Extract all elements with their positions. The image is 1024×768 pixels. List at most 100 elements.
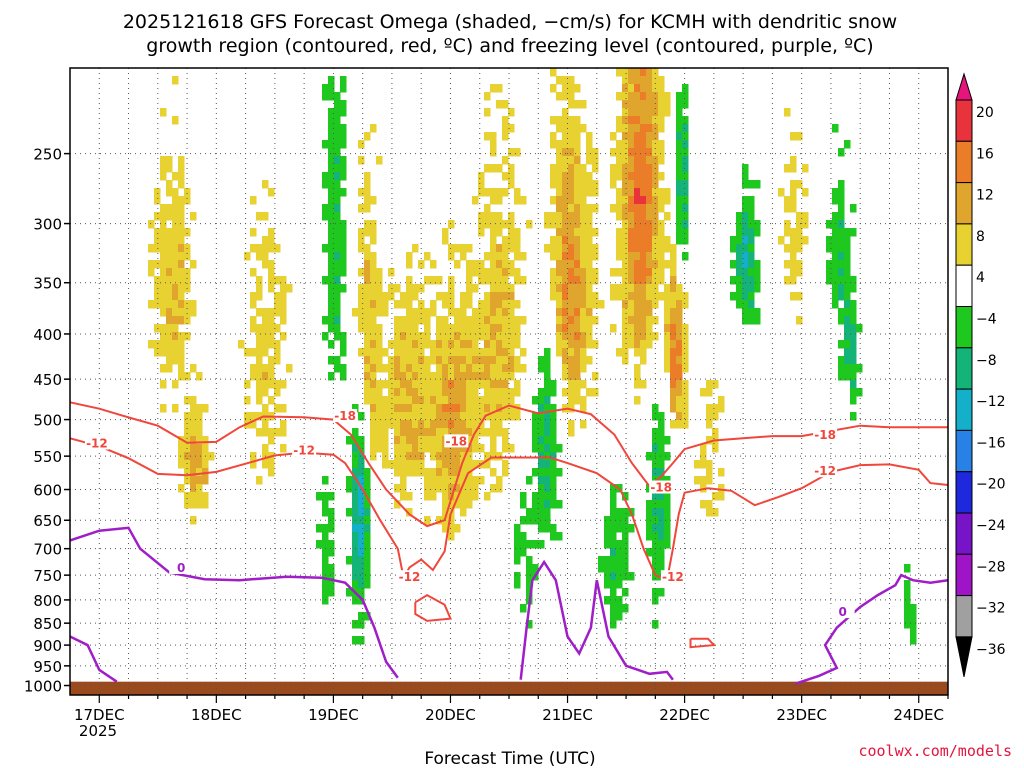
omega-cell: [508, 148, 515, 157]
omega-cell: [166, 204, 173, 213]
omega-cell: [178, 444, 185, 453]
omega-cell: [628, 68, 635, 77]
omega-cell: [448, 348, 455, 357]
omega-cell: [634, 260, 641, 269]
omega-cell: [250, 228, 257, 237]
omega-cell: [328, 252, 335, 261]
omega-cell: [460, 324, 467, 333]
omega-cell: [268, 244, 275, 253]
omega-cell: [568, 100, 575, 109]
omega-cell: [364, 332, 371, 341]
omega-cell: [466, 388, 473, 397]
omega-cell: [904, 620, 911, 629]
omega-cell: [328, 196, 335, 205]
omega-cell: [178, 348, 185, 357]
omega-cell: [664, 260, 671, 269]
omega-cell: [430, 356, 437, 365]
colorbar-label: 16: [976, 146, 994, 162]
omega-cell: [586, 148, 593, 157]
omega-cell: [742, 212, 749, 221]
omega-cell: [640, 100, 647, 109]
omega-cell: [400, 332, 407, 341]
omega-cell: [448, 460, 455, 469]
omega-cell: [676, 348, 683, 357]
omega-cell: [580, 260, 587, 269]
omega-cell: [646, 196, 653, 205]
omega-cell: [742, 292, 749, 301]
omega-cell: [460, 412, 467, 421]
omega-cell: [178, 220, 185, 229]
omega-cell: [418, 452, 425, 461]
omega-cell: [556, 348, 563, 357]
omega-cell: [364, 612, 371, 621]
omega-cell: [178, 364, 185, 373]
omega-cell: [634, 132, 641, 141]
omega-cell: [592, 244, 599, 253]
omega-cell: [562, 236, 569, 245]
omega-cell: [502, 156, 509, 165]
omega-cell: [754, 276, 761, 285]
omega-cell: [568, 380, 575, 389]
omega-cell: [562, 156, 569, 165]
omega-cell: [508, 404, 515, 413]
omega-cell: [358, 244, 365, 253]
omega-cell: [262, 348, 269, 357]
omega-cell: [676, 180, 683, 189]
omega-cell: [484, 316, 491, 325]
chart-title-line1: 2025121618 GFS Forecast Omega (shaded, −…: [123, 11, 897, 33]
contour-label-bg: [397, 570, 422, 584]
omega-cell: [634, 92, 641, 101]
omega-cell: [178, 156, 185, 165]
colorbar-band: [955, 553, 973, 597]
omega-cell: [358, 316, 365, 325]
omega-cell: [682, 124, 689, 133]
omega-cell: [364, 572, 371, 581]
omega-cell: [640, 172, 647, 181]
omega-cell: [508, 172, 515, 181]
omega-cell: [256, 308, 263, 317]
omega-cell: [454, 316, 461, 325]
omega-cell: [706, 468, 713, 477]
omega-cell: [526, 516, 533, 525]
omega-cell: [658, 148, 665, 157]
omega-cell: [436, 276, 443, 285]
omega-cell: [496, 84, 503, 93]
omega-cell: [358, 324, 365, 333]
omega-cell: [550, 236, 557, 245]
omega-cell: [568, 292, 575, 301]
omega-cell: [742, 316, 749, 325]
omega-cell: [556, 92, 563, 101]
omega-cell: [442, 348, 449, 357]
omega-cell: [562, 140, 569, 149]
omega-cell: [406, 468, 413, 477]
omega-cell: [790, 188, 797, 197]
omega-cell: [658, 540, 665, 549]
omega-cell: [646, 244, 653, 253]
omega-cell: [478, 260, 485, 269]
omega-cell: [670, 396, 677, 405]
omega-cell: [520, 364, 527, 373]
omega-cell: [580, 348, 587, 357]
omega-cell: [520, 196, 527, 205]
omega-cell: [472, 308, 479, 317]
omega-cell: [382, 444, 389, 453]
omega-cell: [256, 364, 263, 373]
omega-cell: [646, 500, 653, 509]
omega-cell: [742, 260, 749, 269]
omega-cell: [376, 276, 383, 285]
omega-cell: [274, 292, 281, 301]
omega-cell: [586, 236, 593, 245]
omega-cell: [436, 516, 443, 525]
omega-cell: [538, 500, 545, 509]
omega-cell: [550, 476, 557, 485]
omega-cell: [634, 276, 641, 285]
omega-cell: [508, 244, 515, 253]
omega-cell: [574, 204, 581, 213]
omega-cell: [358, 476, 365, 485]
omega-cell: [634, 268, 641, 277]
omega-cell: [358, 468, 365, 477]
omega-cell: [316, 540, 323, 549]
omega-cell: [790, 252, 797, 261]
omega-cell: [586, 276, 593, 285]
omega-cell: [646, 108, 653, 117]
